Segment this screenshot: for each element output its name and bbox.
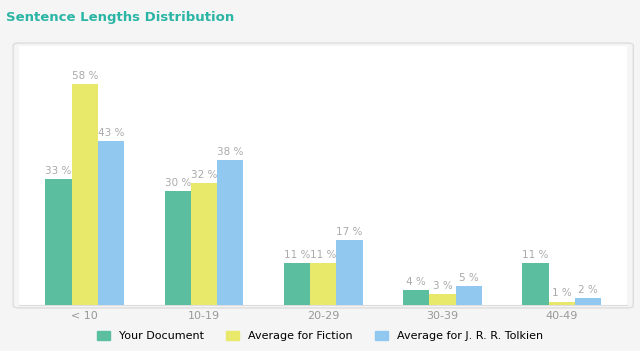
Bar <box>522 263 548 305</box>
Bar <box>336 240 362 305</box>
Bar <box>98 141 124 305</box>
Text: 1 %: 1 % <box>552 289 572 298</box>
Bar <box>284 263 310 305</box>
Bar <box>45 179 72 305</box>
Text: 43 %: 43 % <box>98 128 124 138</box>
Text: Sentence Lengths Distribution: Sentence Lengths Distribution <box>6 11 235 24</box>
Text: 30 %: 30 % <box>164 178 191 188</box>
Bar <box>310 263 336 305</box>
Bar <box>164 191 191 305</box>
Bar <box>403 290 429 305</box>
Bar <box>575 298 601 305</box>
Bar <box>548 302 575 305</box>
Text: 11 %: 11 % <box>522 250 548 260</box>
Text: 11 %: 11 % <box>284 250 310 260</box>
Text: 33 %: 33 % <box>45 166 72 176</box>
Text: 11 %: 11 % <box>310 250 337 260</box>
Text: 58 %: 58 % <box>72 71 98 81</box>
Bar <box>72 84 98 305</box>
Text: 38 %: 38 % <box>217 147 243 157</box>
Text: 32 %: 32 % <box>191 170 217 180</box>
Text: 2 %: 2 % <box>578 285 598 295</box>
Text: 17 %: 17 % <box>336 227 363 237</box>
Bar <box>217 160 243 305</box>
Text: 5 %: 5 % <box>459 273 479 283</box>
Bar <box>456 286 482 305</box>
Text: 4 %: 4 % <box>406 277 426 287</box>
Bar <box>191 183 217 305</box>
Legend: Your Document, Average for Fiction, Average for J. R. R. Tolkien: Your Document, Average for Fiction, Aver… <box>92 326 548 345</box>
Bar <box>429 294 456 305</box>
Text: 3 %: 3 % <box>433 281 452 291</box>
